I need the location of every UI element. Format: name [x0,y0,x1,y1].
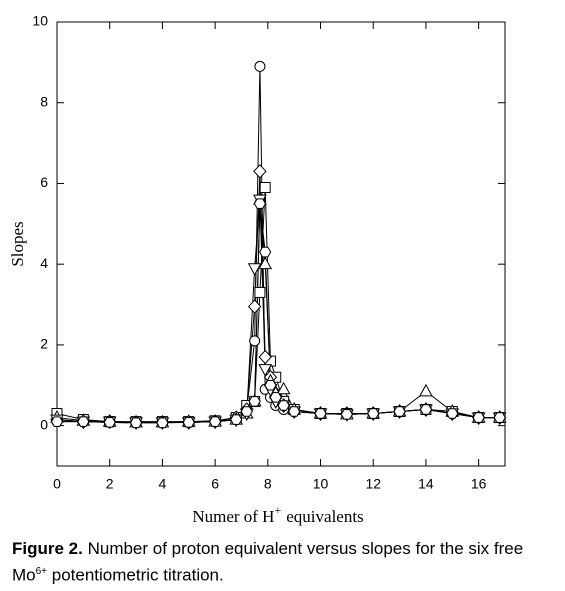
marker-hexagon [103,417,116,428]
y-tick-label: 8 [40,93,48,109]
y-tick-label: 2 [40,336,48,352]
x-tick-label: 6 [211,476,219,492]
y-tick-label: 6 [40,174,48,190]
y-tick-label: 0 [40,416,48,432]
caption: Figure 2. Number of proton equivalent ve… [12,537,532,587]
marker-hexagon [419,404,433,415]
marker-hexagon [314,408,327,419]
x-axis-label-part: Numer of H [192,507,274,526]
x-tick-label: 12 [365,476,381,492]
marker-hexagon [182,417,195,428]
marker-hexagon [493,412,506,423]
series-line [57,66,500,424]
x-tick-label: 0 [53,476,61,492]
marker-hexagon [129,417,143,429]
x-axis-label-sup: + [274,503,281,517]
x-tick-label: 4 [159,476,167,492]
x-tick-label: 10 [313,476,329,492]
x-axis-label-part: equivalents [286,507,363,526]
marker-hexagon [269,392,282,403]
marker-hexagon [264,380,277,391]
marker-triangle-up [276,381,291,395]
marker-square [254,286,266,298]
series-line [56,187,500,423]
chart: Slopes Numer of H+ equivalents 0 2 4 6 8 10 0 2 4… [8,13,507,526]
marker-circle [249,335,261,347]
x-tick-label: 2 [106,476,114,492]
marker-hexagon [253,198,266,209]
caption-text: Number of proton equivalent versus slope… [12,539,524,585]
marker-triangle-down [258,364,273,377]
marker-hexagon [393,406,406,417]
x-axis-label: Numer of H+ equivalents [192,503,363,526]
marker-hexagon [209,416,222,427]
marker-hexagon [446,408,459,419]
marker-hexagon [288,406,301,417]
marker-hexagon [240,406,253,417]
marker-hexagon [248,396,261,407]
marker-hexagon [77,416,90,427]
marker-diamond [253,164,267,179]
x-tick-label: 8 [264,476,272,492]
marker-circle [254,60,266,72]
y-tick-label: 4 [40,255,48,271]
marker-diamond [258,349,272,365]
marker-hexagon [50,416,64,427]
caption-sup: 6+ [35,566,48,577]
marker-hexagon [156,417,169,429]
marker-hexagon [259,246,272,258]
y-tick-label: 10 [32,13,48,29]
caption-label: Figure 2. [12,539,83,558]
plot-frame [56,21,506,467]
marker-hexagon [472,412,485,423]
marker-diamond [247,299,262,314]
marker-hexagon [277,400,290,411]
marker-hexagon [340,409,353,420]
marker-hexagon [230,414,243,425]
y-axis-label: Slopes [8,221,27,266]
x-tick-label: 14 [418,476,434,492]
caption-text: potentiometric titration. [47,565,224,585]
marker-triangle-up [258,256,273,270]
marker-triangle-down [247,263,262,276]
marker-square [259,181,271,193]
marker-triangle-up [419,383,433,397]
x-tick-label: 16 [471,476,487,492]
marker-hexagon [367,408,380,419]
